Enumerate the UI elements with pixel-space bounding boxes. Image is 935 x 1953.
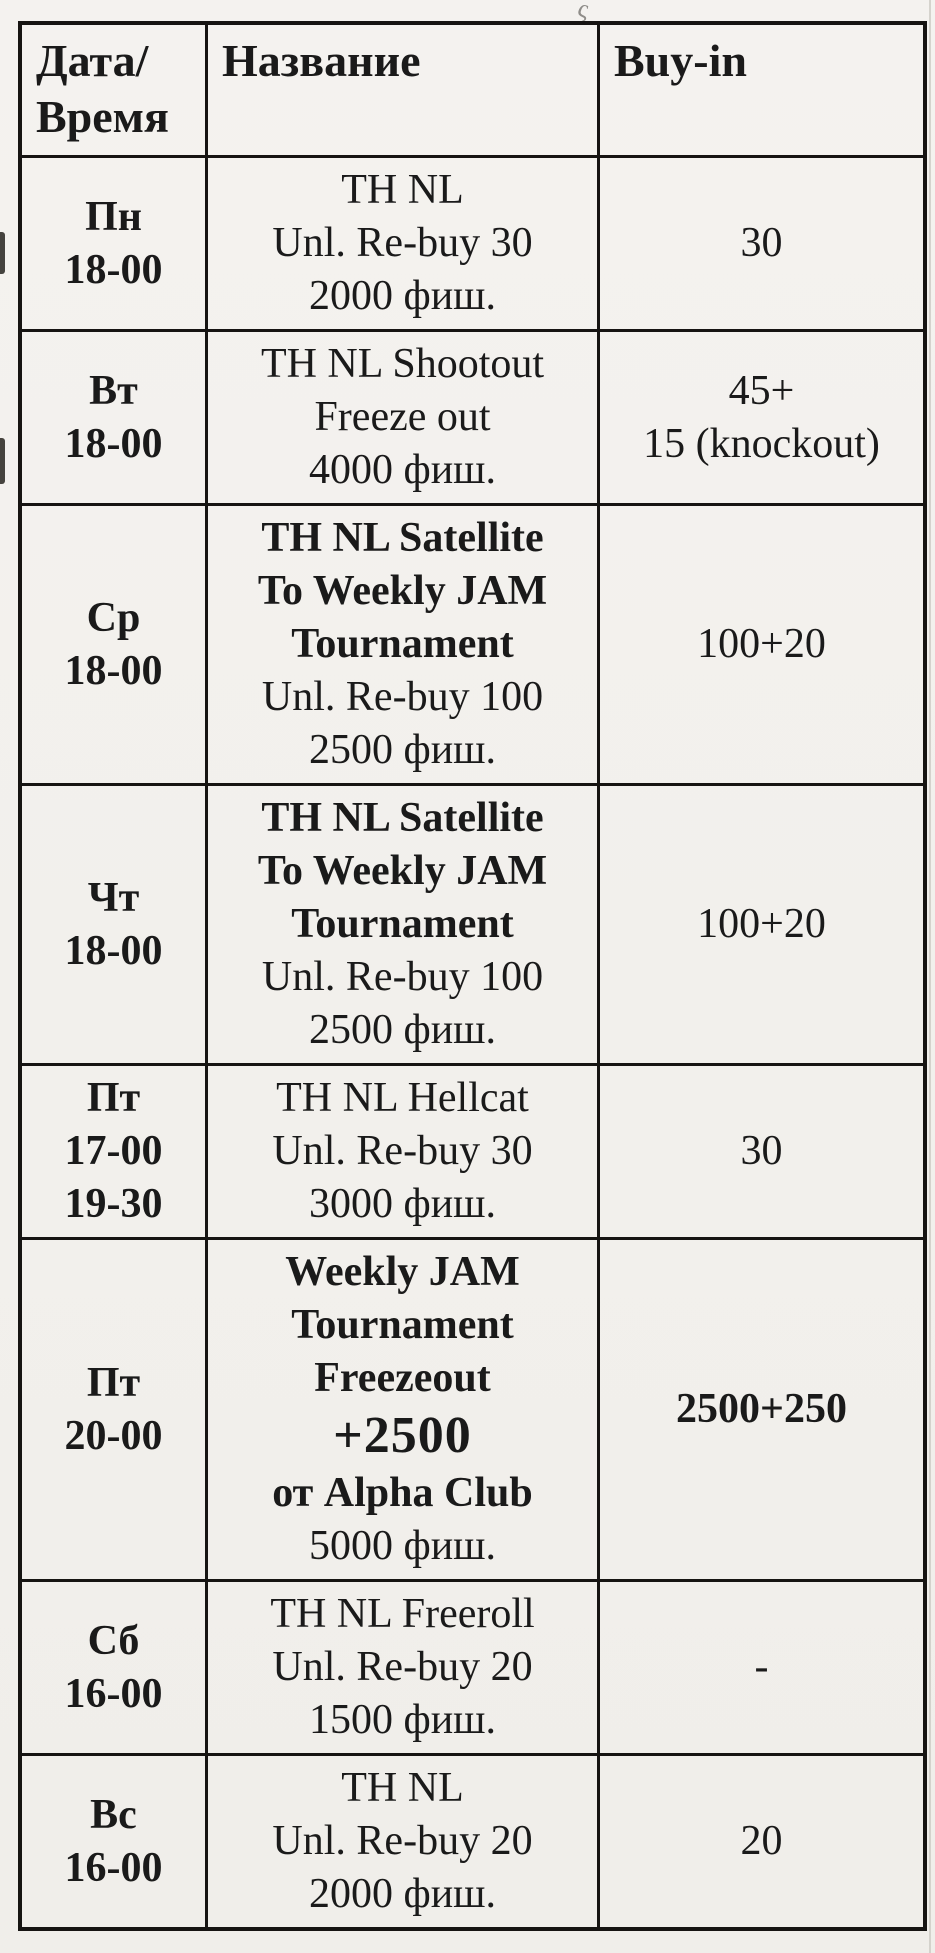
name-line: 3000 фиш. bbox=[308, 1181, 497, 1227]
day-line: Сб bbox=[87, 1617, 140, 1664]
date-time-cell: Пн 18-00 bbox=[22, 158, 208, 329]
name-line: TH NL Satellite bbox=[261, 515, 544, 561]
name-line: 5000 фиш. bbox=[308, 1523, 497, 1569]
name-line: 2000 фиш. bbox=[308, 273, 497, 319]
date-time-cell: Вс 16-00 bbox=[22, 1756, 208, 1927]
date-time-cell: Пт 20-00 bbox=[22, 1240, 208, 1579]
table-row: Пт 20-00 Weekly JAM Tournament Freezeout +250… bbox=[22, 1237, 923, 1579]
name-line: Tournament bbox=[291, 901, 514, 947]
buyin-cell: 20 bbox=[600, 1756, 923, 1927]
name-line: 2500 фиш. bbox=[308, 727, 497, 773]
tournament-name-cell: TH NL Shootout Freeze out 4000 фиш. bbox=[208, 332, 600, 503]
name-line: Unl. Re-buy 20 bbox=[272, 1818, 533, 1864]
header-buyin: Buy-in bbox=[614, 35, 747, 86]
day-line: Ср bbox=[86, 594, 141, 641]
name-line: 2500 фиш. bbox=[308, 1007, 497, 1053]
buyin-cell: 100+20 bbox=[600, 506, 923, 783]
tournament-name-cell: TH NL Unl. Re-buy 20 2000 фиш. bbox=[208, 1756, 600, 1927]
scan-artifact bbox=[0, 438, 5, 484]
name-line: TH NL bbox=[341, 167, 464, 213]
name-line: TH NL Freeroll bbox=[270, 1591, 535, 1637]
tournament-name-cell: TH NL Hellcat Unl. Re-buy 30 3000 фиш. bbox=[208, 1066, 600, 1237]
name-line: TH NL Shootout bbox=[260, 341, 545, 387]
day-line: Вт bbox=[89, 367, 138, 414]
table-header-row: Дата/ Время Название Buy-in bbox=[22, 25, 923, 155]
name-line: Unl. Re-buy 100 bbox=[261, 674, 544, 720]
header-date-time: Дата/ Время bbox=[22, 25, 208, 155]
day-line: Пт bbox=[86, 1075, 141, 1121]
name-line: TH NL Satellite bbox=[261, 795, 544, 841]
buyin-line: 15 (knockout) bbox=[643, 420, 880, 467]
name-line: Tournament bbox=[291, 621, 514, 667]
table-row: Ср 18-00 TH NL Satellite To Weekly JAM Tourn… bbox=[22, 503, 923, 783]
day-line: 18-00 bbox=[64, 246, 163, 293]
table-row: Чт 18-00 TH NL Satellite To Weekly JAM Tourn… bbox=[22, 783, 923, 1063]
name-line: Unl. Re-buy 20 bbox=[272, 1644, 533, 1690]
name-line: To Weekly JAM bbox=[257, 568, 548, 614]
name-line: Unl. Re-buy 30 bbox=[272, 1128, 533, 1174]
name-line: Unl. Re-buy 30 bbox=[272, 220, 533, 266]
buyin-cell: 2500+250 bbox=[600, 1240, 923, 1579]
name-line: от Alpha Club bbox=[272, 1470, 533, 1516]
table-row: Вт 18-00 TH NL Shootout Freeze out 4000 фиш.… bbox=[22, 329, 923, 503]
buyin-cell: 30 bbox=[600, 1066, 923, 1237]
name-line: Freezeout bbox=[314, 1355, 491, 1401]
name-line: TH NL Hellcat bbox=[276, 1075, 529, 1121]
day-line: Вс bbox=[90, 1791, 137, 1838]
day-line: 18-00 bbox=[64, 927, 163, 974]
buyin-cell: 45+ 15 (knockout) bbox=[600, 332, 923, 503]
name-line: 2000 фиш. bbox=[308, 1871, 497, 1917]
name-line: Freeze out bbox=[314, 394, 491, 440]
date-time-cell: Чт 18-00 bbox=[22, 786, 208, 1063]
date-time-cell: Сб 16-00 bbox=[22, 1582, 208, 1753]
name-line: Unl. Re-buy 100 bbox=[261, 954, 544, 1000]
buyin-cell: 100+20 bbox=[600, 786, 923, 1063]
name-line: To Weekly JAM bbox=[257, 848, 548, 894]
buyin-line: 100+20 bbox=[697, 621, 826, 667]
name-line: TH NL bbox=[341, 1765, 464, 1811]
day-line: 16-00 bbox=[64, 1670, 163, 1717]
tournament-name-cell: TH NL Unl. Re-buy 30 2000 фиш. bbox=[208, 158, 600, 329]
name-line: +2500 bbox=[333, 1407, 472, 1464]
scan-artifact bbox=[0, 232, 5, 274]
day-line: Пн bbox=[85, 193, 142, 240]
buyin-cell: - bbox=[600, 1582, 923, 1753]
name-line: 1500 фиш. bbox=[308, 1697, 497, 1743]
date-time-cell: Вт 18-00 bbox=[22, 332, 208, 503]
date-time-cell: Пт 17-00 19-30 bbox=[22, 1066, 208, 1237]
buyin-line: 2500+250 bbox=[676, 1386, 847, 1432]
table-row: Вс 16-00 TH NL Unl. Re-buy 20 2000 фиш. 20 bbox=[22, 1753, 923, 1927]
name-line: Weekly JAM bbox=[285, 1249, 520, 1295]
day-line: 16-00 bbox=[64, 1844, 163, 1891]
buyin-line: 30 bbox=[740, 1128, 783, 1174]
date-time-cell: Ср 18-00 bbox=[22, 506, 208, 783]
name-line: Tournament bbox=[291, 1302, 514, 1348]
buyin-line: 45+ bbox=[728, 367, 795, 414]
day-line: 17-00 bbox=[64, 1128, 163, 1174]
table-row: Пн 18-00 TH NL Unl. Re-buy 30 2000 фиш. 30 bbox=[22, 155, 923, 329]
day-line: 19-30 bbox=[64, 1181, 163, 1227]
buyin-line: 20 bbox=[740, 1818, 783, 1864]
scan-edge-line bbox=[929, 0, 931, 1953]
table-row: Пт 17-00 19-30 TH NL Hellcat Unl. Re-buy 30 3… bbox=[22, 1063, 923, 1237]
buyin-line: - bbox=[754, 1644, 769, 1690]
header-name: Название bbox=[208, 25, 600, 155]
tournament-schedule-table: Дата/ Время Название Buy-in Пн 18-00 TH NL… bbox=[18, 21, 927, 1931]
tournament-name-cell: Weekly JAM Tournament Freezeout +2500 от Alp… bbox=[208, 1240, 600, 1579]
buyin-line: 30 bbox=[740, 220, 783, 266]
buyin-cell: 30 bbox=[600, 158, 923, 329]
tournament-name-cell: TH NL Satellite To Weekly JAM Tournament Un… bbox=[208, 786, 600, 1063]
day-line: 20-00 bbox=[64, 1412, 163, 1459]
day-line: Чт bbox=[87, 874, 140, 921]
table-body: Пн 18-00 TH NL Unl. Re-buy 30 2000 фиш. 30 Вт 1… bbox=[22, 155, 923, 1927]
tournament-name-cell: TH NL Satellite To Weekly JAM Tournament Un… bbox=[208, 506, 600, 783]
buyin-line: 100+20 bbox=[697, 901, 826, 947]
day-line: 18-00 bbox=[64, 647, 163, 694]
day-line: Пт bbox=[86, 1359, 141, 1406]
tournament-name-cell: TH NL Freeroll Unl. Re-buy 20 1500 фиш. bbox=[208, 1582, 600, 1753]
table-row: Сб 16-00 TH NL Freeroll Unl. Re-buy 20 1500 … bbox=[22, 1579, 923, 1753]
name-line: 4000 фиш. bbox=[308, 447, 497, 493]
day-line: 18-00 bbox=[64, 420, 163, 467]
